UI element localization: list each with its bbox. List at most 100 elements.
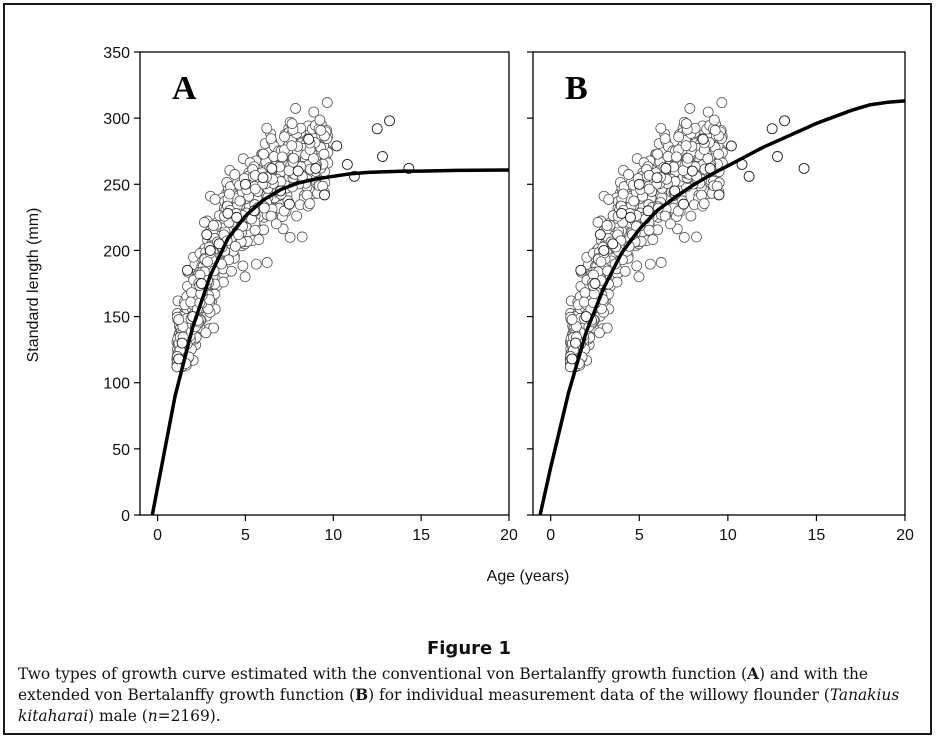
data-point (659, 210, 671, 222)
y-tick-label: 150 (103, 310, 130, 327)
data-point (253, 234, 265, 245)
data-point (655, 257, 667, 268)
data-point (595, 256, 607, 268)
data-point (702, 106, 714, 118)
caption-bold-b: B (355, 686, 369, 704)
data-point (673, 131, 685, 143)
data-point (686, 165, 698, 177)
data-point (579, 287, 591, 299)
caption-species: Tanakius kitaharai (18, 686, 900, 725)
data-point (691, 231, 702, 243)
data-point (208, 220, 219, 231)
data-point (601, 220, 613, 231)
data-point (592, 216, 604, 228)
data-point (181, 264, 193, 276)
data-point (713, 189, 725, 201)
caption-text-2: ) and with the extended von Bertalanffy … (18, 665, 869, 704)
data-point (186, 287, 198, 299)
data-point (651, 172, 663, 184)
data-point (321, 97, 333, 108)
panel-label-b: B (565, 70, 588, 107)
data-point (234, 195, 246, 207)
data-point (200, 327, 212, 339)
x-tick-label: 5 (241, 527, 250, 544)
scatter-points-a (150, 97, 509, 515)
data-point (709, 124, 721, 136)
data-point (303, 133, 315, 145)
data-point (643, 183, 655, 195)
y-tick-label: 0 (121, 508, 130, 525)
caption-text-3: ) for individual measurement data of the… (368, 686, 830, 704)
growth-curve-b (538, 99, 905, 515)
data-point (575, 264, 587, 276)
data-point (708, 114, 720, 126)
data-point (633, 271, 645, 283)
data-point (601, 322, 613, 334)
data-point (725, 140, 737, 152)
data-point (779, 115, 790, 127)
data-point (698, 198, 710, 210)
data-point (624, 211, 636, 223)
data-point (292, 165, 304, 177)
data-point (208, 322, 219, 334)
data-point (239, 178, 251, 190)
data-point (566, 314, 578, 325)
growth-curve-a (150, 168, 509, 515)
data-point (616, 207, 628, 219)
data-point (229, 240, 241, 252)
data-point (341, 158, 353, 170)
data-point (642, 205, 654, 217)
x-tick-label: 10 (324, 527, 342, 544)
y-tick-label: 200 (103, 243, 130, 260)
y-tick-label: 50 (112, 442, 130, 459)
data-point (319, 189, 330, 201)
data-point (261, 122, 273, 134)
data-point (226, 265, 237, 277)
data-point (314, 114, 326, 126)
data-point (682, 152, 694, 164)
y-tick-label: 350 (103, 45, 130, 62)
data-point (283, 198, 295, 210)
caption-text-5: =2169). (157, 707, 221, 725)
data-point (304, 198, 316, 210)
data-point (628, 195, 640, 207)
data-point (772, 151, 783, 162)
data-point (570, 337, 581, 349)
data-point (199, 216, 210, 228)
y-axis-title: Standard length (mm) (25, 208, 42, 363)
data-point (265, 133, 277, 145)
scatter-points-b (538, 97, 905, 515)
data-point (655, 122, 667, 134)
data-point (678, 231, 690, 243)
data-point (296, 231, 308, 243)
data-point (286, 140, 298, 151)
data-point (684, 103, 696, 114)
data-point (377, 151, 388, 162)
x-tick-label: 15 (808, 527, 826, 544)
x-tick-label: 10 (719, 527, 737, 544)
data-point (239, 271, 251, 283)
x-tick-label: 5 (635, 527, 644, 544)
data-point (209, 193, 221, 205)
caption-bold-a: A (747, 665, 759, 683)
data-point (680, 140, 692, 151)
data-point (713, 148, 724, 160)
data-point (310, 162, 322, 174)
data-point (284, 231, 296, 243)
data-point (643, 224, 655, 236)
data-point (644, 258, 656, 270)
data-point (173, 314, 185, 325)
data-point (798, 162, 810, 174)
data-point (619, 265, 631, 277)
data-point (270, 218, 282, 230)
data-point (229, 169, 241, 180)
data-point (678, 198, 690, 210)
data-point (652, 148, 663, 160)
data-point (607, 238, 619, 250)
data-point (222, 207, 234, 219)
x-tick-label: 20 (500, 527, 518, 544)
data-point (315, 124, 327, 136)
data-point (659, 133, 671, 145)
data-point (671, 151, 682, 163)
